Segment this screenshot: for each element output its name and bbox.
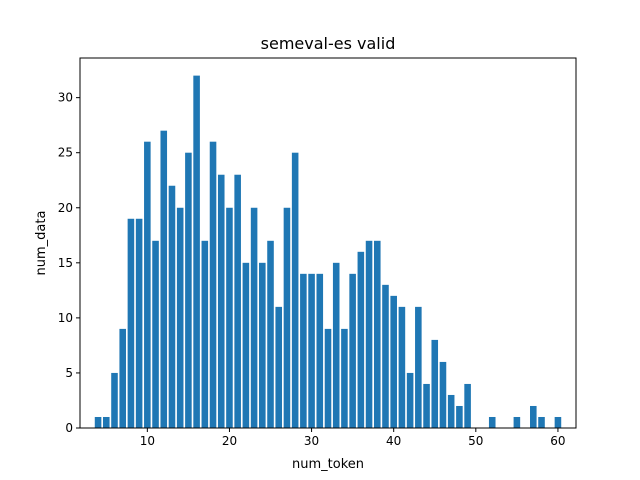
bar-55	[513, 416, 521, 428]
bar-35	[349, 273, 356, 428]
bar-31	[316, 273, 324, 428]
bar-40	[390, 295, 397, 428]
bar-6	[111, 372, 118, 428]
y-tick-label-5: 5	[65, 366, 73, 380]
x-tick-label-60: 60	[550, 434, 565, 448]
y-tick-label-15: 15	[58, 256, 73, 270]
bar-24	[259, 262, 266, 428]
x-tick-label-50: 50	[468, 434, 483, 448]
bar-10	[144, 141, 151, 428]
bar-33	[332, 262, 340, 428]
bar-60	[554, 416, 562, 428]
chart-title: semeval-es valid	[261, 34, 396, 53]
bar-30	[308, 273, 315, 428]
bar-48	[456, 405, 463, 428]
y-tick-label-20: 20	[58, 201, 73, 215]
bars-group	[94, 75, 562, 429]
x-axis-label: num_token	[292, 457, 364, 472]
y-axis-ticks: 0 5 10 15 20 25 30	[58, 91, 80, 435]
bar-39	[382, 284, 389, 428]
bar-57	[530, 405, 537, 428]
y-tick-label-30: 30	[58, 91, 73, 105]
bar-14	[176, 207, 184, 428]
bar-32	[324, 328, 332, 428]
bar-8	[127, 218, 135, 428]
bar-7	[119, 328, 126, 428]
bar-15	[185, 152, 192, 428]
bar-4	[94, 416, 102, 428]
bar-45	[431, 339, 439, 428]
bar-27	[283, 207, 291, 428]
bar-36	[357, 251, 365, 428]
plot-frame	[79, 57, 577, 429]
bar-25	[267, 240, 274, 428]
bar-19	[217, 174, 225, 428]
bar-38	[373, 240, 381, 428]
x-axis-ticks: 10 20 30 40 50 60	[140, 428, 566, 448]
bar-23	[250, 207, 258, 428]
bar-18	[209, 141, 217, 428]
bar-46	[439, 361, 447, 428]
bar-11	[152, 240, 159, 428]
bar-17	[201, 240, 209, 428]
bar-21	[234, 174, 241, 428]
y-tick-label-0: 0	[65, 421, 73, 435]
bar-37	[365, 240, 373, 428]
bar-42	[406, 372, 414, 428]
x-tick-label-40: 40	[386, 434, 401, 448]
bar-5	[102, 416, 110, 428]
bar-44	[423, 383, 430, 428]
bar-58	[538, 416, 545, 428]
bar-47	[447, 394, 455, 428]
bar-12	[160, 130, 168, 428]
bar-16	[193, 75, 200, 429]
y-tick-label-25: 25	[58, 146, 73, 160]
bar-9	[135, 218, 143, 428]
bar-49	[464, 383, 471, 428]
bar-22	[242, 262, 250, 428]
y-axis-label: num_data	[34, 211, 49, 276]
x-tick-label-10: 10	[140, 434, 155, 448]
bar-26	[275, 306, 283, 428]
bar-29	[300, 273, 307, 428]
bar-28	[291, 152, 299, 428]
y-tick-label-10: 10	[58, 311, 73, 325]
bar-20	[226, 207, 233, 428]
bar-52	[488, 416, 496, 428]
bar-34	[341, 328, 348, 428]
bar-41	[398, 306, 406, 428]
x-tick-label-20: 20	[222, 434, 237, 448]
bar-43	[415, 306, 422, 428]
bar-13	[168, 185, 176, 428]
x-tick-label-30: 30	[304, 434, 319, 448]
